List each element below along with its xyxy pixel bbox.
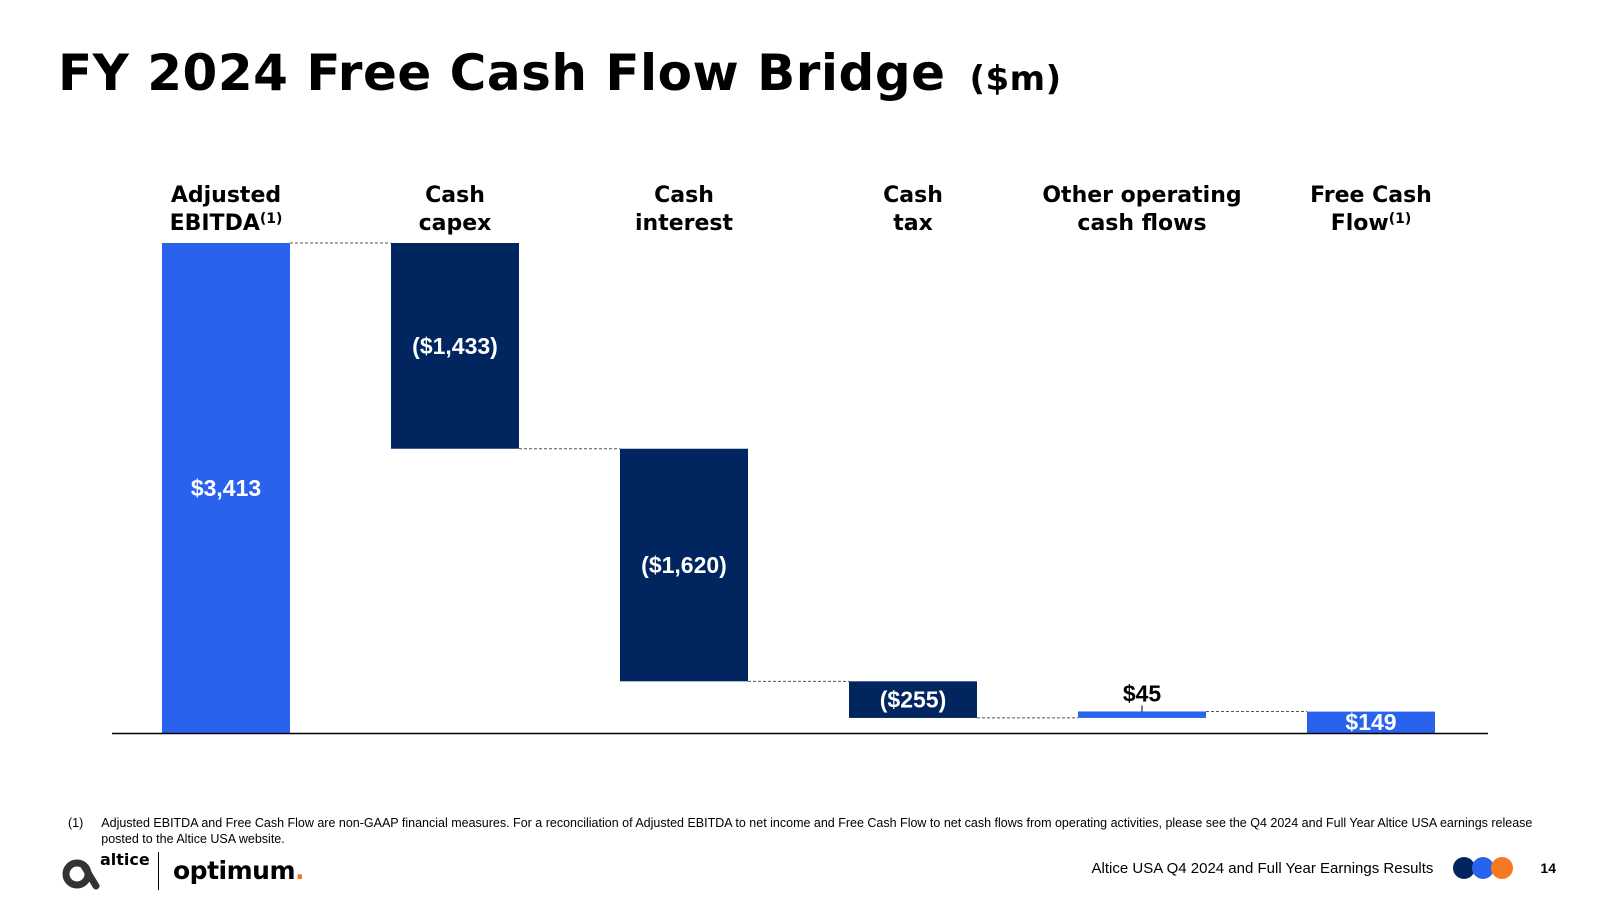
category-label: capex xyxy=(419,211,492,236)
brand-dot-navy xyxy=(1453,857,1476,879)
footnote-text: Adjusted EBITDA and Free Cash Flow are n… xyxy=(101,816,1533,846)
bar xyxy=(162,243,290,733)
data-label: ($1,620) xyxy=(641,552,727,578)
optimum-logo: optimum. xyxy=(173,852,305,890)
bar xyxy=(1078,711,1206,718)
bar xyxy=(391,243,519,449)
category-label: Free Cash xyxy=(1310,183,1432,208)
category-label: Cash xyxy=(654,183,714,208)
bar xyxy=(620,448,748,682)
page-title-unit: ($m) xyxy=(969,59,1062,99)
bar xyxy=(849,681,977,718)
category-label: Flow(1) xyxy=(1331,211,1412,236)
data-label: $149 xyxy=(1345,709,1396,735)
category-label: Adjusted xyxy=(171,183,281,208)
data-label: ($1,433) xyxy=(412,333,498,359)
brand-logos: altice optimum. xyxy=(62,850,305,890)
brand-dot-orange xyxy=(1491,857,1514,879)
page-title-main: FY 2024 Free Cash Flow Bridge xyxy=(58,44,946,102)
page-number: 14 xyxy=(1540,860,1556,876)
altice-wordmark: altice xyxy=(100,850,150,869)
category-label: Cash xyxy=(425,183,485,208)
logo-divider xyxy=(158,852,159,890)
category-label: cash flows xyxy=(1077,211,1206,236)
category-label: Cash xyxy=(883,183,943,208)
optimum-dot: . xyxy=(295,856,305,885)
page-title: FY 2024 Free Cash Flow Bridge ($m) xyxy=(58,44,1062,102)
altice-logo: altice xyxy=(62,850,150,890)
footnote-marker: (1) xyxy=(68,816,84,830)
altice-alpha-icon xyxy=(62,859,100,890)
brand-dots-icon xyxy=(1453,857,1514,879)
bar xyxy=(1307,711,1435,733)
deck-title: Altice USA Q4 2024 and Full Year Earning… xyxy=(1091,859,1434,877)
footer-right: Altice USA Q4 2024 and Full Year Earning… xyxy=(1092,857,1556,879)
footnote: (1) Adjusted EBITDA and Free Cash Flow a… xyxy=(68,815,1538,847)
category-label: EBITDA(1) xyxy=(170,211,283,236)
data-label: $3,413 xyxy=(191,475,261,501)
brand-dot-blue xyxy=(1472,857,1495,879)
category-label: tax xyxy=(893,211,933,236)
category-label: Other operating xyxy=(1042,183,1241,208)
optimum-wordmark: optimum xyxy=(173,856,296,885)
data-label: $45 xyxy=(1123,680,1162,706)
category-label: interest xyxy=(635,211,734,236)
data-label: ($255) xyxy=(880,687,946,713)
waterfall-chart: $3,413 Adjusted EBITDA(1) ($1,433) Cash capex… xyxy=(112,183,1488,735)
